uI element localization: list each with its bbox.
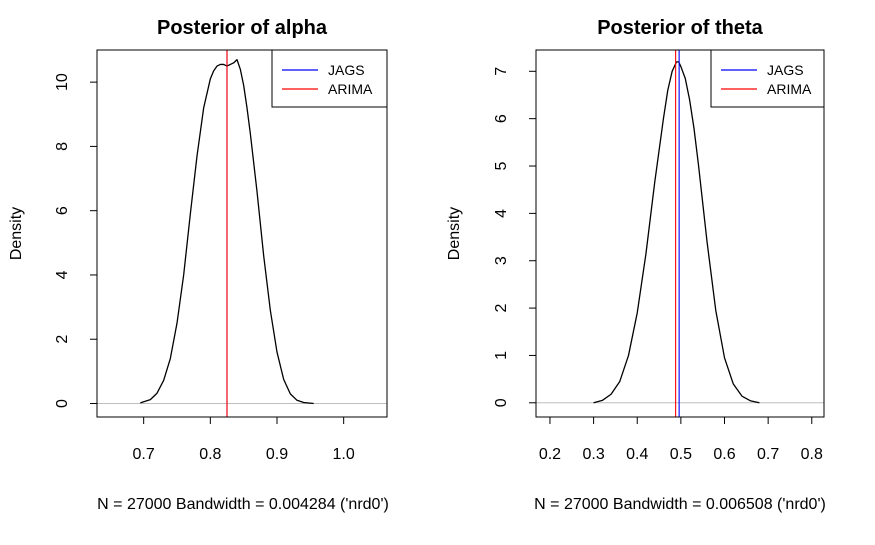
legend: JAGS ARIMA	[271, 49, 388, 108]
y-tick-label: 3	[493, 256, 510, 265]
x-tick-label: 0.7	[757, 446, 779, 463]
x-tick-label: 0.9	[266, 446, 288, 463]
y-tick-label: 4	[54, 270, 71, 279]
x-tick-label: 0.4	[626, 446, 648, 463]
y-tick-label: 10	[54, 73, 71, 91]
chart-title: Posterior of theta	[597, 17, 763, 39]
x-axis-label: N = 27000 Bandwidth = 0.006508 ('nrd0')	[534, 496, 826, 513]
x-tick-label: 0.8	[801, 446, 823, 463]
x-tick-label: 0.7	[133, 446, 155, 463]
panel-theta: 0.2 0.3 0.4 0.5 0.6 0.7 0.8 0 1 2 3 4 5 6 7 Posterior o…	[446, 17, 826, 513]
density-curve	[140, 58, 314, 405]
x-tick-label: 0.2	[539, 446, 561, 463]
y-axis-label: Density	[446, 207, 463, 260]
legend-label-arima: ARIMA	[328, 81, 373, 97]
y-tick-label: 5	[493, 161, 510, 170]
y-axis-label: Density	[8, 207, 25, 260]
x-tick-label: 0.5	[670, 446, 692, 463]
x-tick-label: 0.3	[582, 446, 604, 463]
x-tick-label: 1.0	[333, 446, 355, 463]
chart-title: Posterior of alpha	[157, 17, 328, 39]
x-axis-label: N = 27000 Bandwidth = 0.004284 ('nrd0')	[97, 496, 389, 513]
x-tick-label: 0.8	[199, 446, 221, 463]
y-tick-label: 0	[493, 398, 510, 407]
legend-box	[271, 49, 388, 108]
legend-label-jags: JAGS	[767, 62, 804, 78]
legend: JAGS ARIMA	[710, 49, 825, 108]
y-tick-label: 7	[493, 67, 510, 76]
y-tick-label: 1	[493, 351, 510, 360]
y-tick-label: 4	[493, 209, 510, 218]
y-tick-label: 2	[54, 335, 71, 344]
y-tick-label: 6	[493, 114, 510, 123]
y-tick-label: 6	[54, 206, 71, 215]
legend-label-jags: JAGS	[328, 62, 365, 78]
density-curve	[593, 61, 760, 404]
legend-label-arima: ARIMA	[767, 81, 812, 97]
panel-alpha: 0.7 0.8 0.9 1.0 0 2 4 6 8 10 Posterior of alpha Den…	[8, 17, 389, 513]
y-tick-label: 2	[493, 304, 510, 313]
x-tick-label: 0.6	[713, 446, 735, 463]
y-tick-label: 8	[54, 142, 71, 151]
legend-box	[710, 49, 825, 108]
y-tick-label: 0	[54, 399, 71, 408]
